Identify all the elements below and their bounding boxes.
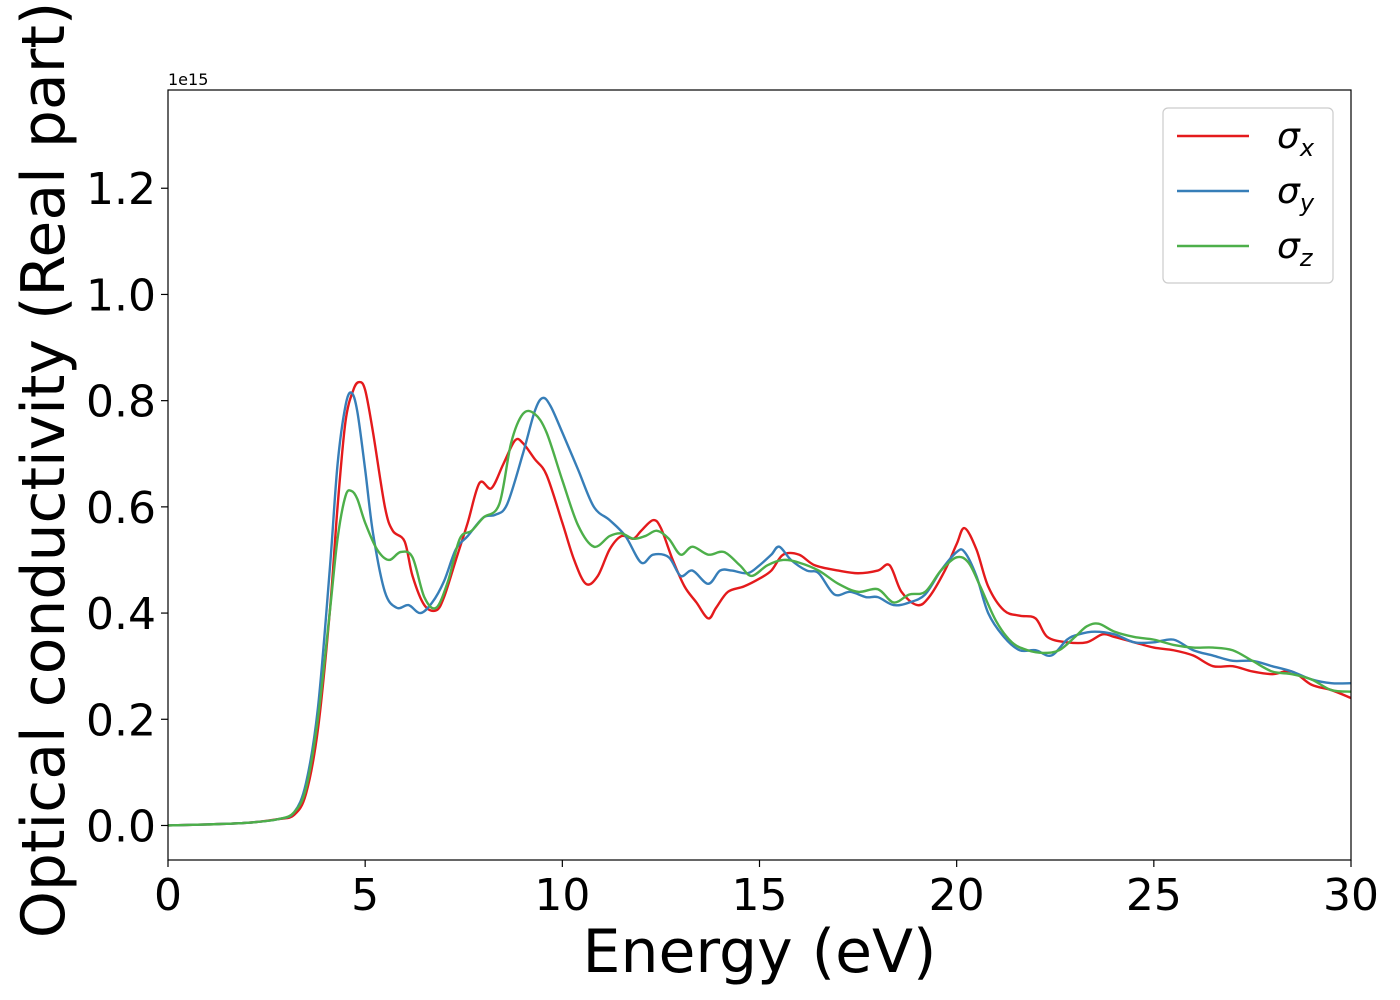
legend-label-x: σx — [1277, 116, 1315, 162]
x-tick-label: 30 — [1323, 870, 1379, 921]
x-tick-label: 25 — [1126, 870, 1182, 921]
x-tick-label: 20 — [929, 870, 985, 921]
legend: σx σy σz — [1162, 107, 1334, 284]
legend-label-z: σz — [1277, 226, 1314, 272]
y-tick-label: 0.8 — [86, 377, 156, 428]
legend-label-y: σy — [1277, 171, 1315, 217]
series-line-x — [168, 380, 1351, 827]
y-axis-ticks: 0.0 0.2 0.4 0.6 0.8 1.0 1.2 — [86, 164, 168, 852]
x-axis-ticks: 0 5 10 15 20 25 30 — [154, 860, 1379, 921]
x-tick-label: 15 — [732, 870, 788, 921]
y-tick-label: 0.0 — [86, 801, 156, 852]
y-axis-label: Optical conductivity (Real part) — [9, 2, 79, 939]
series-line-y — [168, 391, 1351, 827]
x-tick-label: 10 — [534, 870, 590, 921]
y-tick-label: 1.2 — [86, 164, 156, 215]
y-tick-label: 1.0 — [86, 270, 156, 321]
x-tick-label: 5 — [351, 870, 379, 921]
series-lines — [168, 380, 1351, 827]
x-axis-label: Energy (eV) — [583, 917, 937, 987]
series-line-z — [168, 409, 1351, 827]
y-offset-text: 1e15 — [168, 70, 208, 89]
y-tick-label: 0.2 — [86, 695, 156, 746]
y-tick-label: 0.4 — [86, 589, 156, 640]
x-tick-label: 0 — [154, 870, 182, 921]
legend-box — [1162, 107, 1334, 284]
y-tick-label: 0.6 — [86, 483, 156, 534]
